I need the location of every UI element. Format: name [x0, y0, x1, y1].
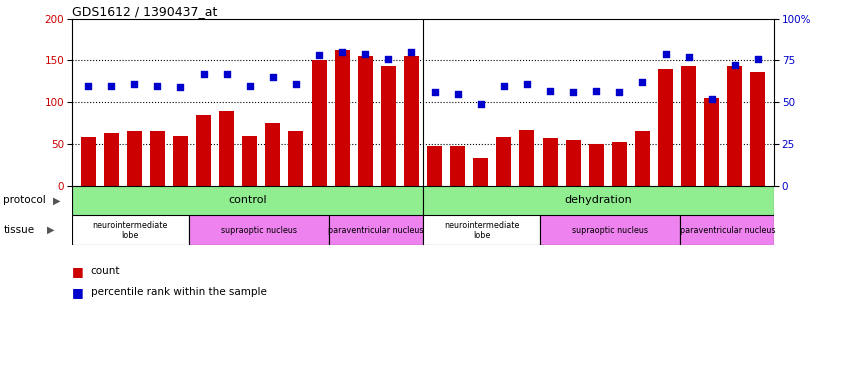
Point — [613, 89, 626, 95]
Text: paraventricular nucleus: paraventricular nucleus — [328, 226, 424, 235]
Point — [428, 89, 442, 95]
Bar — [335, 50, 349, 186]
Bar — [127, 131, 142, 186]
Point — [590, 87, 603, 93]
Point — [635, 79, 649, 85]
Bar — [242, 136, 257, 186]
Point — [151, 82, 164, 88]
Bar — [497, 137, 511, 186]
Text: ■: ■ — [72, 265, 84, 278]
Bar — [635, 131, 650, 186]
Point — [497, 82, 511, 88]
Bar — [196, 115, 211, 186]
Text: ■: ■ — [72, 286, 84, 298]
Point — [382, 56, 395, 62]
Bar — [704, 98, 719, 186]
Text: supraoptic nucleus: supraoptic nucleus — [221, 226, 297, 235]
Text: tissue: tissue — [3, 225, 35, 235]
Point — [197, 71, 211, 77]
Bar — [589, 144, 604, 186]
Point — [705, 96, 718, 102]
Bar — [658, 69, 673, 186]
Bar — [219, 111, 234, 186]
Bar — [288, 131, 304, 186]
Text: count: count — [91, 267, 120, 276]
Text: GDS1612 / 1390437_at: GDS1612 / 1390437_at — [72, 4, 217, 18]
Text: neurointermediate
lobe: neurointermediate lobe — [444, 220, 519, 240]
Point — [451, 91, 464, 97]
Bar — [358, 56, 373, 186]
Text: paraventricular nucleus: paraventricular nucleus — [679, 226, 775, 235]
Point — [266, 74, 280, 80]
Point — [312, 53, 326, 58]
Bar — [80, 137, 96, 186]
Point — [520, 81, 534, 87]
Text: neurointermediate
lobe: neurointermediate lobe — [93, 220, 168, 240]
Bar — [612, 142, 627, 186]
Text: control: control — [228, 195, 266, 206]
Bar — [150, 131, 165, 186]
Bar — [566, 140, 580, 186]
Point — [682, 54, 695, 60]
Bar — [427, 146, 442, 186]
Text: supraoptic nucleus: supraoptic nucleus — [572, 226, 648, 235]
Point — [173, 84, 187, 90]
Text: ▶: ▶ — [53, 195, 61, 206]
Bar — [540, 215, 680, 245]
Bar — [423, 215, 540, 245]
Bar — [381, 66, 396, 186]
Point — [335, 49, 349, 55]
Point — [566, 89, 580, 95]
Point — [81, 82, 95, 88]
Text: percentile rank within the sample: percentile rank within the sample — [91, 287, 266, 297]
Bar — [266, 123, 280, 186]
Point — [104, 82, 118, 88]
Bar — [423, 186, 774, 214]
Bar — [72, 186, 423, 214]
Point — [751, 56, 765, 62]
Bar — [519, 130, 535, 186]
Point — [728, 63, 742, 69]
Bar — [680, 215, 774, 245]
Point — [128, 81, 141, 87]
Point — [474, 101, 487, 107]
Bar — [728, 66, 742, 186]
Point — [659, 51, 673, 57]
Bar — [404, 56, 419, 186]
Bar — [311, 60, 327, 186]
Point — [359, 51, 372, 57]
Text: ▶: ▶ — [47, 225, 55, 235]
Point — [243, 82, 256, 88]
Bar — [329, 215, 423, 245]
Point — [289, 81, 303, 87]
Bar — [450, 146, 465, 186]
Bar — [750, 72, 766, 186]
Bar — [72, 215, 189, 245]
Bar — [104, 133, 118, 186]
Bar — [189, 215, 329, 245]
Point — [543, 87, 557, 93]
Bar — [681, 66, 696, 186]
Text: dehydration: dehydration — [564, 195, 633, 206]
Text: protocol: protocol — [3, 195, 47, 206]
Point — [220, 71, 233, 77]
Bar — [542, 138, 558, 186]
Bar — [473, 158, 488, 186]
Bar — [173, 136, 188, 186]
Point — [404, 49, 418, 55]
